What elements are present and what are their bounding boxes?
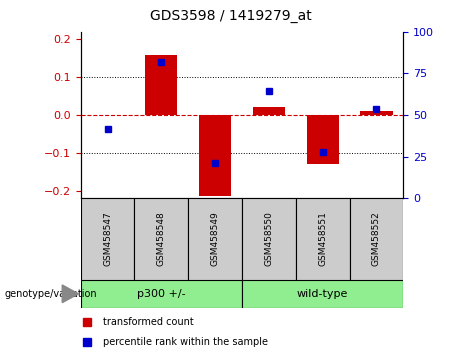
Bar [199, 115, 231, 196]
Text: GDS3598 / 1419279_at: GDS3598 / 1419279_at [150, 9, 311, 23]
FancyBboxPatch shape [242, 280, 403, 308]
Bar [361, 111, 393, 115]
Bar [307, 115, 339, 164]
Text: wild-type: wild-type [297, 289, 349, 299]
Text: GSM458548: GSM458548 [157, 212, 166, 266]
Text: GSM458549: GSM458549 [211, 212, 219, 266]
FancyBboxPatch shape [81, 280, 242, 308]
Text: p300 +/-: p300 +/- [137, 289, 186, 299]
FancyBboxPatch shape [81, 198, 135, 280]
FancyBboxPatch shape [296, 198, 349, 280]
Text: GSM458551: GSM458551 [318, 211, 327, 267]
Text: genotype/variation: genotype/variation [5, 289, 97, 299]
FancyBboxPatch shape [349, 198, 403, 280]
FancyBboxPatch shape [135, 198, 188, 280]
Text: transformed count: transformed count [103, 317, 194, 327]
Bar [253, 108, 285, 115]
Bar [145, 55, 177, 115]
FancyBboxPatch shape [242, 198, 296, 280]
Text: GSM458550: GSM458550 [265, 211, 273, 267]
FancyBboxPatch shape [188, 198, 242, 280]
Text: GSM458552: GSM458552 [372, 212, 381, 266]
Text: GSM458547: GSM458547 [103, 212, 112, 266]
Text: percentile rank within the sample: percentile rank within the sample [103, 337, 268, 348]
